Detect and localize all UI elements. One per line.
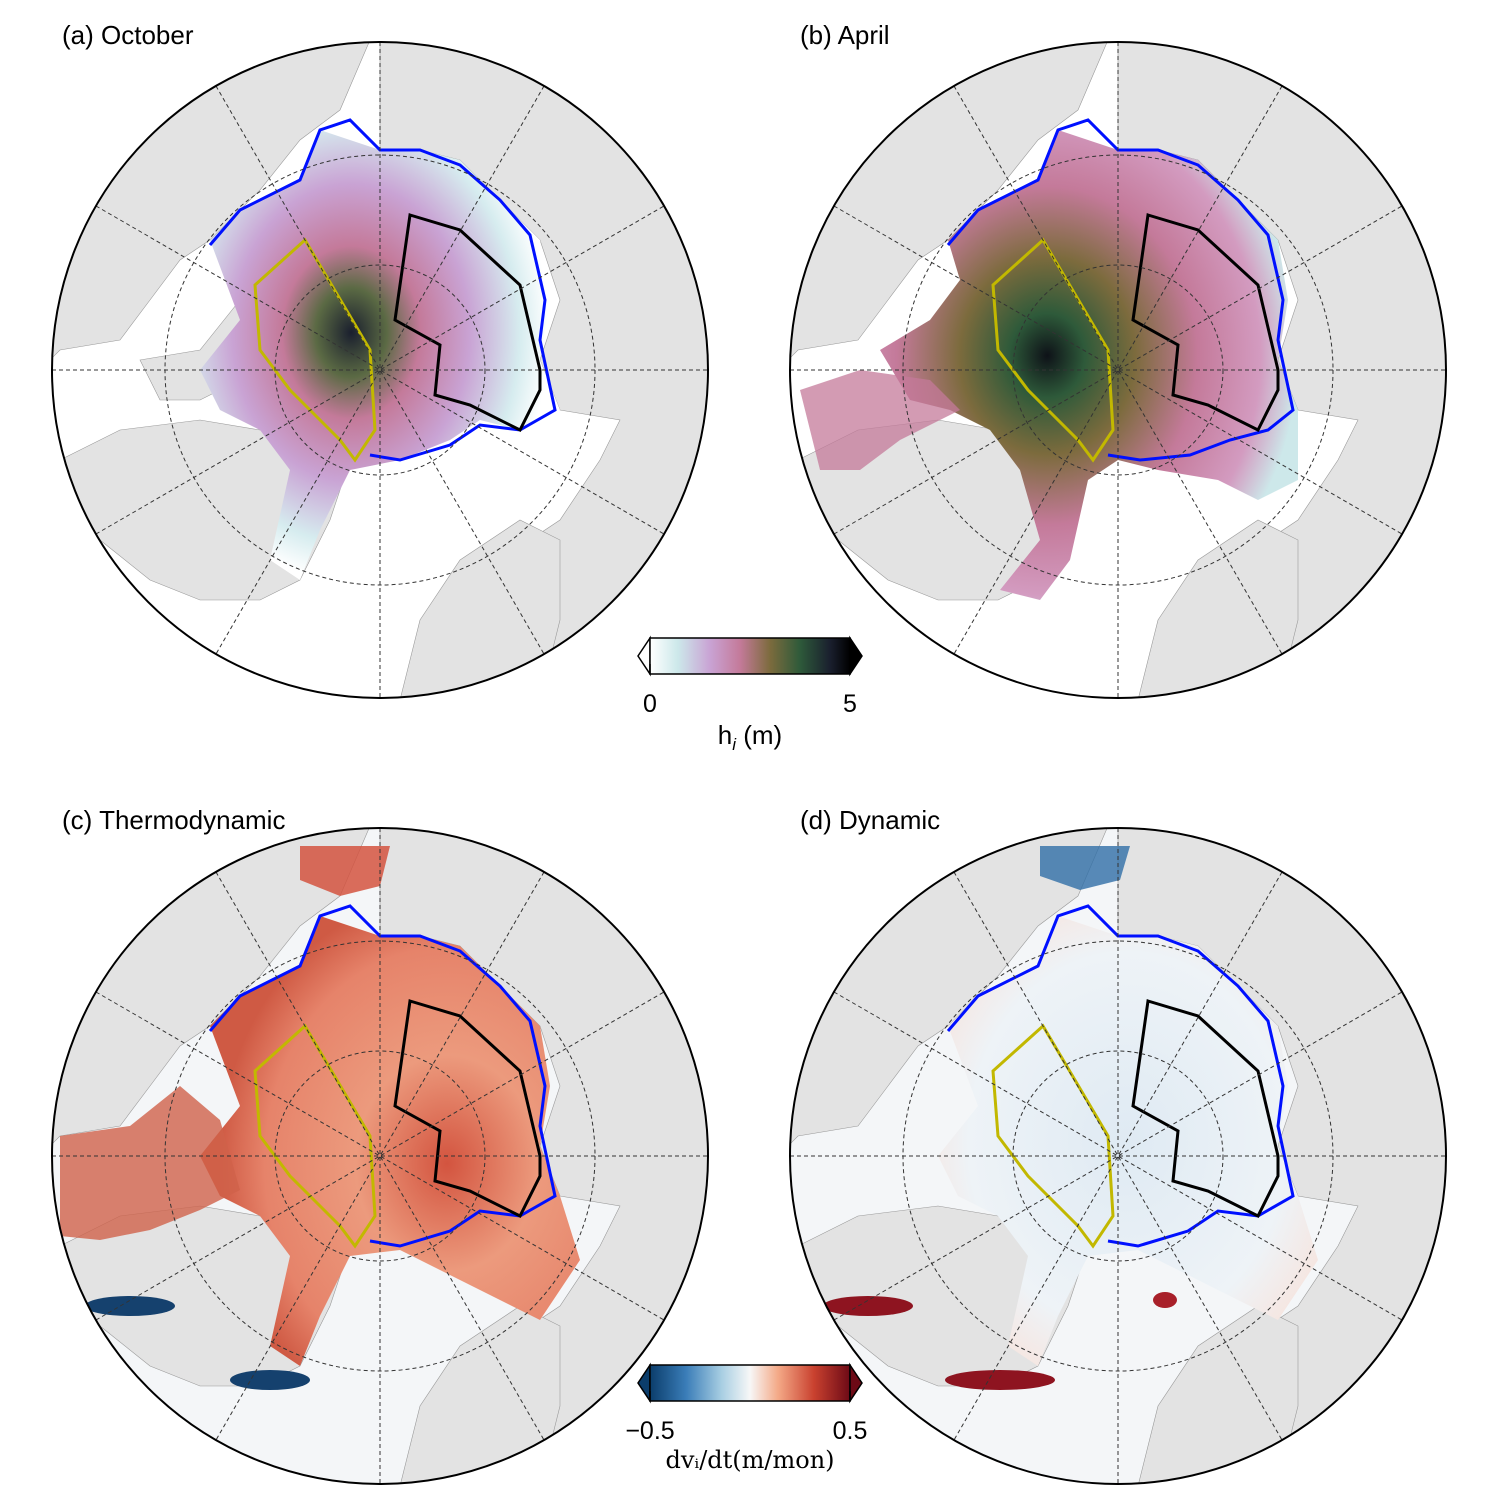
panel-c-title: (c) Thermodynamic	[62, 805, 286, 835]
panel-c-map	[51, 827, 709, 1485]
colorbar-max-extension	[849, 635, 863, 677]
colorbar-min-extension	[637, 1362, 651, 1404]
ice-edge-contour	[946, 118, 1295, 462]
panel-d-map	[789, 827, 1447, 1485]
graticule	[52, 828, 708, 1484]
map-frame	[789, 827, 1447, 1485]
tendency-negative-band	[85, 1296, 175, 1316]
tendency-positive-band	[823, 1296, 913, 1316]
colorbar-thickness-label: hi (m)	[650, 720, 850, 755]
tendency-positive-spot	[1153, 1292, 1177, 1308]
ice-thickness-field	[880, 130, 1298, 600]
region-black	[393, 999, 542, 1219]
region-black	[1131, 999, 1280, 1219]
map-frame	[789, 41, 1447, 699]
ice-edge-contour	[946, 904, 1295, 1248]
colorbar-thickness-max-label: 5	[843, 690, 857, 718]
ice-thickness-field	[200, 130, 560, 580]
colorbar-tendency-label: dvᵢ/dt(m/mon)	[665, 1446, 835, 1474]
tendency-field-baffin	[60, 1086, 240, 1240]
tendency-field-cap	[1040, 846, 1130, 890]
colorbar-max-extension	[849, 1362, 863, 1404]
tendency-field-cap	[300, 846, 390, 896]
ice-field-greenland-margin	[800, 370, 960, 470]
region-black	[393, 213, 542, 433]
colorbar-ramp	[649, 1364, 851, 1402]
colorbar-min-extension	[637, 635, 651, 677]
graticule	[52, 42, 708, 698]
ice-edge-contour	[208, 904, 557, 1248]
graticule	[790, 828, 1446, 1484]
tendency-negative-band-2	[230, 1370, 310, 1390]
colorbar-tendency	[637, 1362, 863, 1404]
panel-a-map	[51, 41, 709, 699]
panel-a-title: (a) October	[62, 20, 194, 50]
tendency-field	[200, 916, 580, 1366]
colorbar-tendency-min-label: −0.5	[625, 1417, 675, 1445]
colorbar-tendency-max-label: 0.5	[832, 1417, 868, 1445]
panel-b-title: (b) April	[800, 20, 890, 50]
panel-d-title: (d) Dynamic	[800, 805, 941, 835]
region-black	[1131, 213, 1280, 433]
ice-edge-contour	[208, 118, 557, 462]
tendency-positive-band-2	[945, 1370, 1055, 1390]
colorbar-thickness-subscript: i	[732, 735, 737, 755]
colorbar-thickness	[637, 635, 863, 677]
map-frame	[51, 41, 709, 699]
map-frame	[51, 827, 709, 1485]
colorbar-thickness-unit: (m)	[736, 720, 783, 750]
panel-b-map	[789, 41, 1447, 699]
colorbar-thickness-min-label: 0	[643, 690, 657, 718]
colorbar-thickness-symbol: h	[717, 720, 733, 750]
colorbar-ramp	[649, 637, 851, 675]
graticule	[790, 42, 1446, 698]
tendency-field	[938, 916, 1318, 1366]
